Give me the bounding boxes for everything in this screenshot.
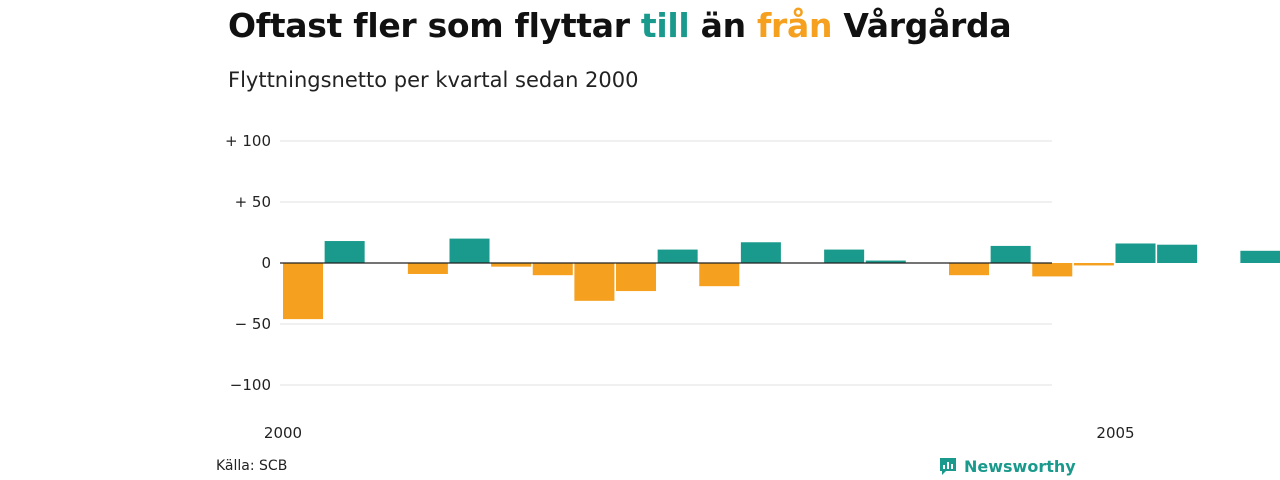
bar (283, 263, 324, 320)
bar (574, 263, 615, 301)
y-tick-label: − 50 (235, 315, 271, 333)
bar (324, 241, 365, 263)
brand-name: Newsworthy (964, 456, 1076, 476)
bar (407, 263, 448, 274)
title-part-3: Vårgårda (832, 6, 1012, 45)
y-tick-label: + 50 (235, 193, 271, 211)
bar (1032, 263, 1073, 277)
source-label: Källa: SCB (216, 458, 288, 474)
bar (824, 249, 865, 263)
title-part-2: än (689, 6, 757, 45)
bar (1240, 250, 1280, 263)
bar (1115, 243, 1156, 263)
bar (491, 263, 532, 267)
title-till: till (640, 6, 690, 45)
bar (699, 263, 740, 287)
title-fran: från (756, 6, 833, 45)
brand-logo: Newsworthy (938, 456, 1076, 476)
x-tick-label: 2005 (1096, 424, 1134, 442)
bar (616, 263, 657, 292)
bar (1073, 263, 1114, 266)
x-tick-label: 2000 (264, 424, 302, 442)
y-tick-label: + 100 (225, 132, 271, 150)
bar (449, 238, 490, 263)
title-part-1: Oftast fler som flyttar (228, 6, 641, 45)
bar (990, 245, 1031, 263)
bar (532, 263, 573, 276)
bar (1157, 244, 1198, 263)
bar (949, 263, 990, 276)
y-tick-label: 0 (261, 254, 271, 272)
bar (865, 260, 906, 263)
chart-subtitle: Flyttningsnetto per kvartal sedan 2000 (228, 68, 639, 92)
bar (740, 242, 781, 263)
bar (657, 249, 698, 263)
y-tick-label: −100 (230, 376, 271, 394)
newsworthy-icon (940, 458, 956, 475)
chart-title: Oftast fler som flyttar till än från Vår… (228, 6, 1012, 45)
